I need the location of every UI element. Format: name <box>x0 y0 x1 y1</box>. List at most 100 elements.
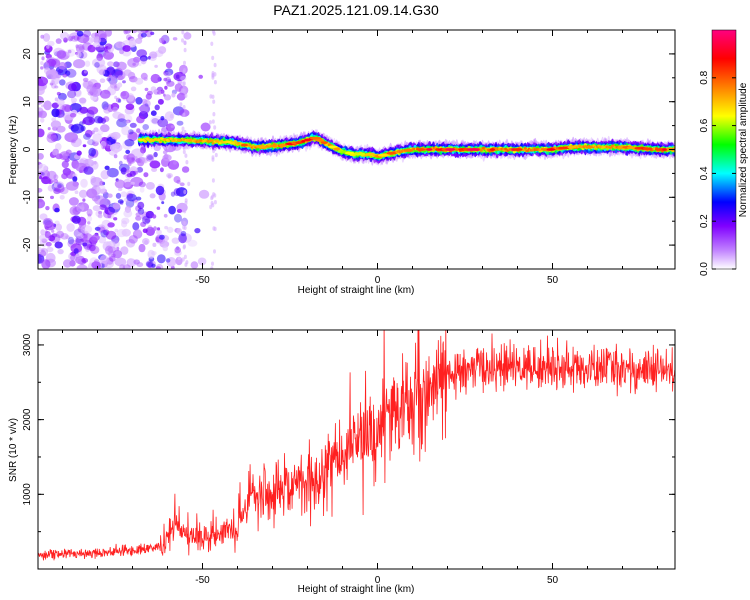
bottom-y-tick-label: 1000 <box>22 483 33 506</box>
noise-blob <box>86 208 93 217</box>
noise-blob <box>108 250 116 259</box>
ridge-peak <box>471 148 480 151</box>
noise-blob <box>69 205 81 216</box>
noise-blob <box>140 72 148 80</box>
noise-blob <box>174 83 183 92</box>
noise-blob <box>122 45 131 52</box>
noise-blob <box>181 30 185 35</box>
noise-blob <box>86 215 93 222</box>
noise-blob <box>210 201 214 206</box>
noise-blob <box>56 50 67 59</box>
ridge-peak <box>359 152 366 156</box>
noise-blob <box>182 149 186 155</box>
noise-blob <box>139 186 145 193</box>
noise-blob <box>76 30 84 37</box>
noise-blob <box>111 253 116 258</box>
ridge-peak <box>512 148 523 151</box>
noise-blob <box>125 120 130 125</box>
noise-blob <box>142 157 149 164</box>
noise-blob <box>91 161 99 170</box>
noise-blob <box>45 241 52 247</box>
snr-series-line <box>38 330 675 561</box>
noise-blob <box>41 172 45 176</box>
noise-blob <box>182 88 186 94</box>
noise-blob <box>212 99 216 104</box>
noise-blob <box>61 173 68 180</box>
noise-blob <box>88 244 96 252</box>
ridge-cell <box>523 147 528 150</box>
noise-blob <box>128 235 138 244</box>
noise-blob <box>46 133 57 143</box>
noise-blob <box>157 118 169 128</box>
ridge-peak <box>333 147 341 151</box>
noise-blob <box>114 228 119 233</box>
noise-blob <box>112 106 119 112</box>
noise-blob <box>147 155 153 161</box>
noise-blob <box>213 226 217 232</box>
noise-blob <box>101 140 112 149</box>
noise-blobs <box>38 30 218 269</box>
ridge-peak <box>567 145 577 149</box>
noise-blob <box>52 178 59 184</box>
noise-blob <box>120 191 127 198</box>
top-x-tick-label: 50 <box>547 275 559 286</box>
noise-blob <box>164 68 174 76</box>
ridge-cell <box>210 139 214 142</box>
noise-blob <box>82 242 88 247</box>
noise-blob <box>126 131 138 141</box>
noise-blob <box>87 221 91 225</box>
noise-blob <box>59 114 64 118</box>
noise-blob <box>187 181 191 187</box>
noise-blob <box>99 180 105 186</box>
noise-blob <box>63 259 72 268</box>
noise-blob <box>176 228 182 235</box>
noise-blob <box>68 197 79 206</box>
noise-blob <box>38 128 45 138</box>
colorbar-gradient <box>711 29 737 270</box>
noise-blob <box>76 203 85 213</box>
noise-blob <box>157 98 164 105</box>
noise-blob <box>145 182 155 190</box>
noise-blob <box>39 175 42 180</box>
noise-blob <box>154 50 164 58</box>
noise-blob <box>99 204 107 210</box>
noise-blob <box>93 36 102 44</box>
noise-blob <box>91 234 100 241</box>
noise-blob <box>175 256 183 266</box>
noise-blob <box>212 148 216 154</box>
noise-blob <box>51 233 58 238</box>
noise-blob <box>79 121 84 127</box>
noise-blob <box>197 257 207 266</box>
noise-blob <box>103 106 111 114</box>
noise-blob <box>145 226 155 236</box>
top-y-tick-label: 20 <box>22 48 33 60</box>
noise-blob <box>73 248 79 255</box>
noise-blob <box>138 63 142 67</box>
noise-blob <box>140 30 149 34</box>
noise-blob <box>46 246 54 253</box>
noise-blob <box>116 246 120 251</box>
noise-blob <box>62 73 68 78</box>
noise-blob <box>74 89 82 98</box>
noise-blob <box>151 251 157 256</box>
chart-title: PAZ1.2025.121.09.14.G30 <box>273 2 439 18</box>
noise-blob <box>179 182 185 187</box>
noise-blob <box>81 258 89 263</box>
noise-blob <box>183 47 187 53</box>
noise-blob <box>82 144 87 148</box>
noise-blob <box>129 76 138 83</box>
noise-blob <box>106 167 119 178</box>
noise-blob <box>208 120 212 125</box>
noise-blob <box>124 30 131 34</box>
noise-blob <box>200 122 211 132</box>
noise-blob <box>183 32 192 40</box>
noise-blob <box>211 261 214 266</box>
ridge-peak <box>546 148 556 151</box>
noise-blob <box>156 229 162 235</box>
noise-blob <box>87 44 96 53</box>
ridge-peak <box>386 151 397 155</box>
noise-blob <box>47 179 52 185</box>
noise-blob <box>75 30 79 33</box>
noise-blob <box>150 31 155 36</box>
noise-blob <box>137 201 145 210</box>
